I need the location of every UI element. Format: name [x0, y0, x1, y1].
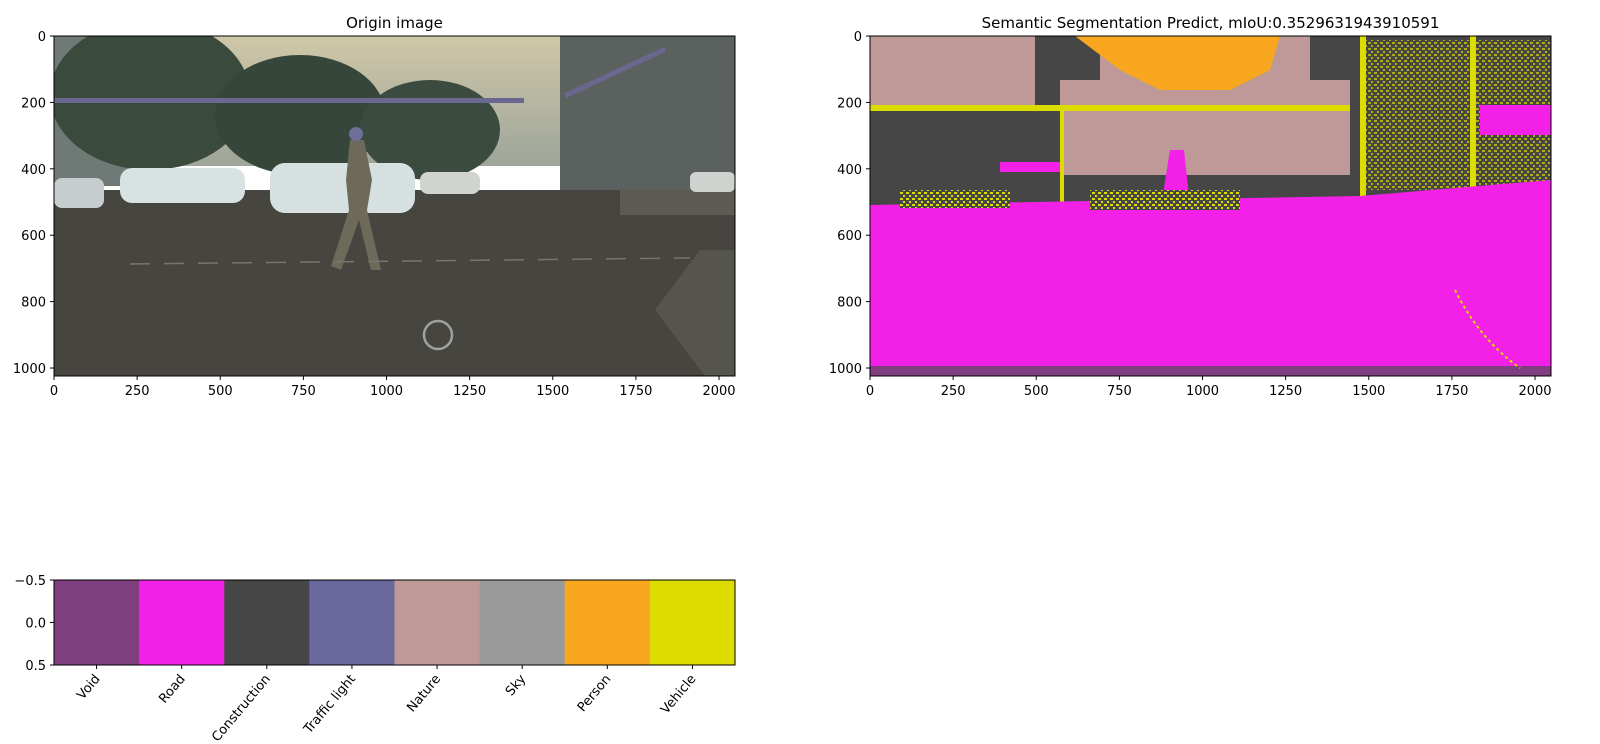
- photo-pipe-2: [564, 46, 667, 98]
- origin-x-tick-label: 0: [50, 384, 58, 399]
- legend-x-tick-label: Void: [74, 672, 103, 703]
- class-legend-panel: −0.5 0.0 0.5 Void Road Construction Traffic l…: [14, 574, 736, 744]
- origin-x-tick-label: 1250: [453, 384, 486, 399]
- legend-x-tick-label: Construction: [209, 672, 274, 744]
- origin-x-tick-label: 500: [208, 384, 233, 399]
- seg-vehicle-car-2: [1090, 190, 1240, 210]
- seg-nature-left: [870, 36, 1035, 111]
- legend-cells: [54, 580, 736, 665]
- legend-x-ticks: Void Road Construction Traffic light Nature S…: [74, 665, 700, 744]
- origin-photo: [54, 36, 735, 376]
- legend-cell-person: [564, 580, 651, 665]
- seg-vehicle-pole-1: [1360, 36, 1366, 206]
- photo-road: [54, 190, 735, 376]
- origin-x-tick-label: 750: [291, 384, 316, 399]
- seg-road-main: [870, 210, 1551, 370]
- photo-sidewalk: [620, 190, 735, 215]
- photo-curb: [655, 250, 735, 376]
- seg-road-right: [1480, 105, 1551, 135]
- origin-y-tick-label: 600: [21, 229, 46, 244]
- segmentation-x-tick-label: 1000: [1186, 384, 1219, 399]
- legend-cell-vehicle: [649, 580, 736, 665]
- seg-vehicle-pole-3: [1060, 105, 1064, 205]
- photo-emblem: [422, 319, 454, 351]
- legend-y-tick-label: −0.5: [14, 574, 46, 589]
- segmentation-axes-frame: [869, 35, 1552, 377]
- origin-title: Origin image: [346, 14, 443, 32]
- photo-pipe: [54, 98, 524, 103]
- origin-x-ticks: 0 250 500 750 1000 1250 1500 1750 2000: [50, 376, 736, 399]
- photo-buildings-right: [560, 36, 735, 196]
- legend-cell-construction: [224, 580, 310, 665]
- seg-vehicle-car-1: [900, 190, 1010, 208]
- origin-x-tick-label: 250: [125, 384, 150, 399]
- segmentation-x-tick-label: 0: [866, 384, 874, 399]
- segmentation-x-tick-label: 1750: [1435, 384, 1468, 399]
- photo-car-3: [54, 178, 104, 208]
- origin-x-tick-label: 1500: [536, 384, 569, 399]
- origin-y-tick-label: 200: [21, 96, 46, 111]
- segmentation-y-tick-label: 1000: [829, 362, 862, 377]
- origin-x-tick-label: 1750: [619, 384, 652, 399]
- origin-axes-frame: [53, 35, 736, 377]
- legend-y-tick-label: 0.0: [25, 617, 46, 632]
- segmentation-x-tick-label: 500: [1024, 384, 1049, 399]
- photo-car-1: [120, 168, 245, 203]
- segmentation-x-tick-label: 1500: [1352, 384, 1385, 399]
- origin-y-tick-label: 400: [21, 163, 46, 178]
- origin-x-tick-label: 1000: [370, 384, 403, 399]
- segmentation-y-tick-label: 0: [854, 30, 862, 45]
- segmentation-x-ticks: 0 250 500 750 1000 1250 1500 1750 2000: [866, 376, 1552, 399]
- origin-y-ticks: 0 200 400 600 800 1000: [13, 30, 54, 377]
- seg-vehicle-band: [870, 105, 1350, 111]
- legend-x-tick-label: Person: [575, 672, 615, 715]
- legend-cell-traffic-light: [309, 580, 395, 665]
- segmentation-x-tick-label: 1250: [1269, 384, 1302, 399]
- legend-cell-road: [139, 580, 225, 665]
- origin-y-tick-label: 0: [38, 30, 46, 45]
- segmentation-x-tick-label: 250: [941, 384, 966, 399]
- segmentation-title: Semantic Segmentation Predict, mIoU:0.35…: [982, 14, 1440, 32]
- seg-vehicle-curb: [1454, 289, 1521, 369]
- origin-y-tick-label: 800: [21, 296, 46, 311]
- photo-car-5: [690, 172, 735, 192]
- legend-x-tick-label: Road: [156, 672, 188, 707]
- photo-car-2: [270, 163, 415, 213]
- legend-cell-nature: [394, 580, 481, 665]
- segmentation-panel: Semantic Segmentation Predict, mIoU:0.35…: [829, 14, 1552, 399]
- legend-y-ticks: −0.5 0.0 0.5: [14, 574, 54, 674]
- seg-road-edge: [870, 180, 1551, 215]
- origin-y-tick-label: 1000: [13, 362, 46, 377]
- photo-person-head: [349, 127, 363, 141]
- segmentation-y-ticks: 0 200 400 600 800 1000: [829, 30, 870, 377]
- photo-person: [331, 140, 381, 270]
- seg-person-top: [1075, 36, 1280, 90]
- legend-x-tick-label: Nature: [404, 672, 444, 715]
- seg-vehicle-pole-2: [1470, 36, 1476, 196]
- origin-x-tick-label: 2000: [702, 384, 735, 399]
- seg-void-bottom: [870, 366, 1551, 376]
- segmentation-y-tick-label: 600: [837, 229, 862, 244]
- segmentation-x-tick-label: 2000: [1518, 384, 1551, 399]
- legend-x-tick-label: Vehicle: [658, 672, 699, 717]
- photo-car-4: [420, 172, 480, 194]
- legend-cell-sky: [479, 580, 566, 665]
- segmentation-x-tick-label: 750: [1107, 384, 1132, 399]
- segmentation-y-tick-label: 800: [837, 296, 862, 311]
- legend-cell-void: [54, 580, 140, 665]
- photo-tree-3: [360, 80, 500, 180]
- photo-tree-2: [215, 55, 385, 175]
- segmentation-map: [870, 36, 1551, 376]
- origin-image-panel: Origin image 0 250 500 750 1000 1250 1500 1750 2…: [13, 14, 736, 399]
- legend-x-tick-label: Sky: [503, 672, 529, 700]
- legend-y-tick-label: 0.5: [25, 659, 46, 674]
- segmentation-y-tick-label: 400: [837, 163, 862, 178]
- seg-road-car: [1000, 162, 1060, 172]
- legend-x-tick-label: Traffic light: [301, 672, 359, 738]
- segmentation-y-tick-label: 200: [837, 96, 862, 111]
